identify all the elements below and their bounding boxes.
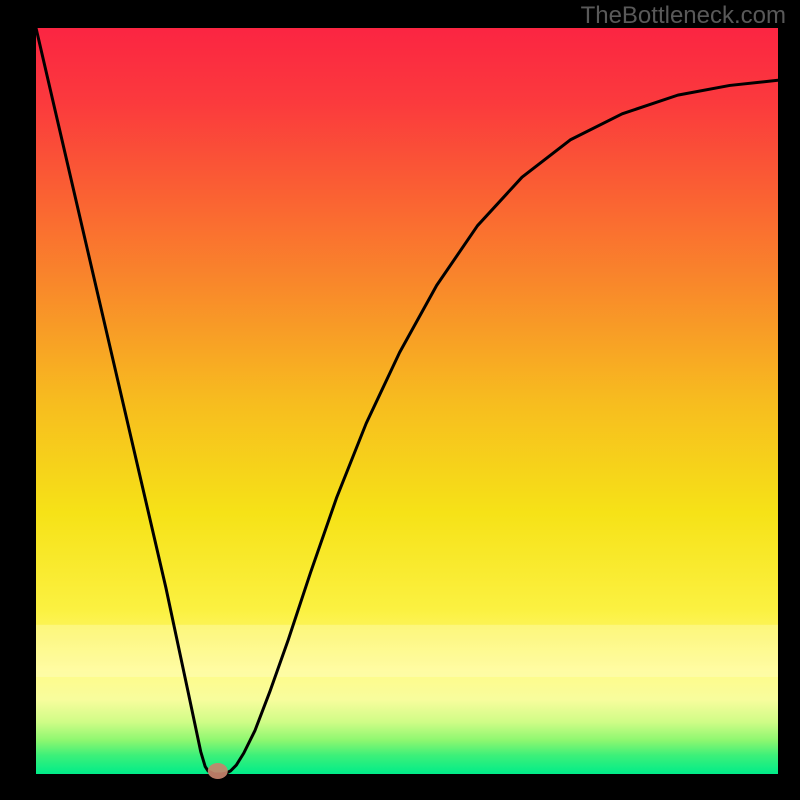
bottleneck-chart (0, 0, 800, 800)
glow-band (36, 625, 778, 677)
watermark: TheBottleneck.com (581, 2, 786, 30)
chart-container: TheBottleneck.com (0, 0, 800, 800)
optimal-marker (208, 763, 228, 779)
